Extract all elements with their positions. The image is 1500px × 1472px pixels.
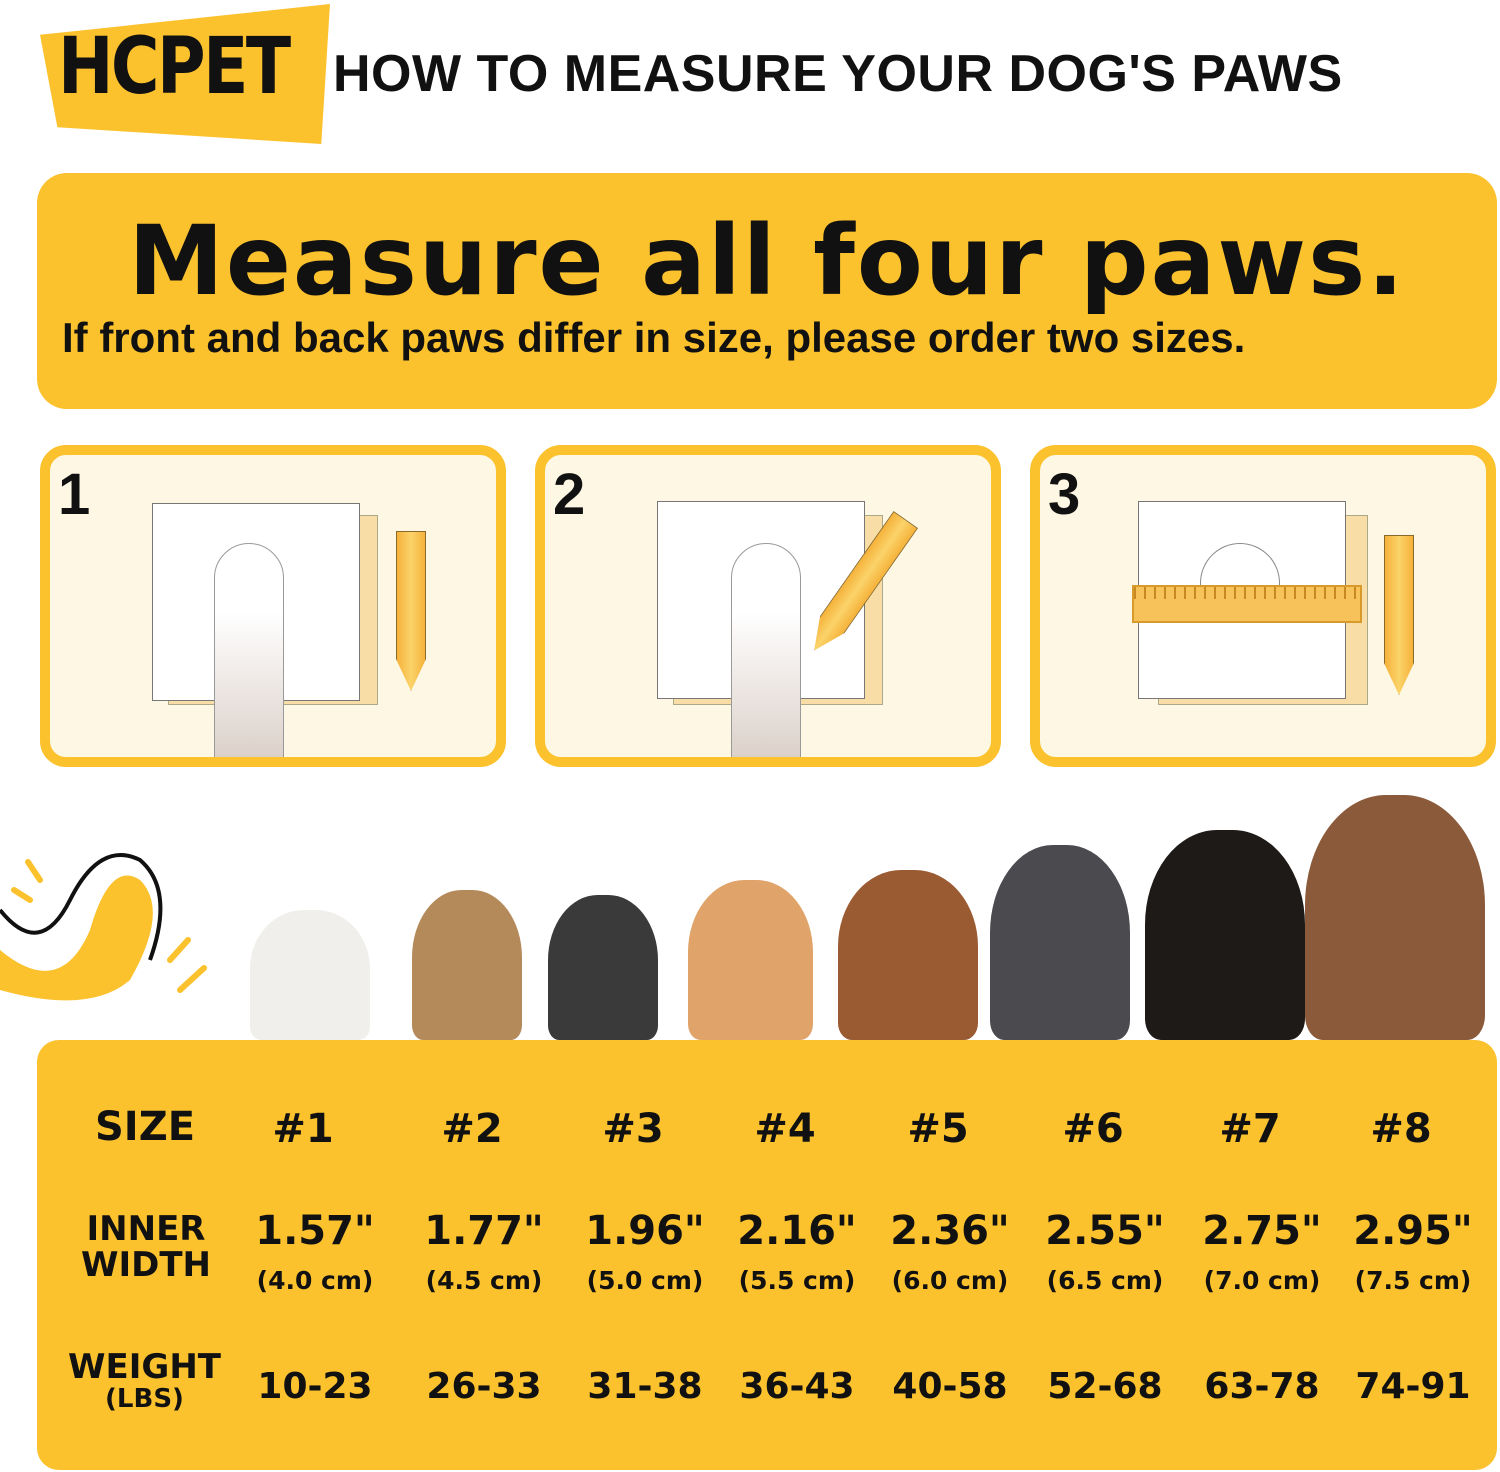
size-4-size: #4 <box>754 1106 816 1152</box>
dog-image-rottweiler <box>1145 830 1305 1040</box>
size-3-weight: 31-38 <box>587 1366 703 1407</box>
size-7-size: #7 <box>1219 1106 1281 1152</box>
weight-label-line1: WEIGHT <box>68 1347 221 1387</box>
dog-paw-icon <box>731 543 801 757</box>
size-5-size: #5 <box>907 1106 969 1152</box>
page-title: HOW TO MEASURE YOUR DOG'S PAWS <box>333 45 1343 103</box>
size-2-size: #2 <box>441 1106 503 1152</box>
pencil-icon <box>1384 535 1414 695</box>
step-number: 2 <box>553 462 586 527</box>
weight-row-label: WEIGHT (LBS) <box>52 1347 237 1414</box>
weight-label-line2: (LBS) <box>105 1383 184 1414</box>
step-card-1: 1 <box>40 445 506 767</box>
size-1-cm: (4.0 cm) <box>256 1266 374 1295</box>
dog-image-bichon <box>250 910 370 1040</box>
step-card-2: 2 <box>535 445 1001 767</box>
size-8-size: #8 <box>1370 1106 1432 1152</box>
size-1-size: #1 <box>272 1106 334 1152</box>
dog-image-yorkie <box>412 890 522 1040</box>
size-1-weight: 10-23 <box>257 1366 373 1407</box>
instruction-banner <box>37 173 1497 409</box>
size-8-weight: 74-91 <box>1355 1366 1471 1407</box>
size-4-inches: 2.16" <box>737 1208 857 1254</box>
decorative-swoosh-icon <box>0 853 207 1001</box>
size-1-inches: 1.57" <box>255 1208 375 1254</box>
size-6-weight: 52-68 <box>1047 1366 1163 1407</box>
size-chart <box>37 1040 1497 1470</box>
size-2-cm: (4.5 cm) <box>425 1266 543 1295</box>
pencil-icon <box>396 531 426 691</box>
size-7-weight: 63-78 <box>1204 1366 1320 1407</box>
dog-image-shiba <box>688 880 813 1040</box>
size-3-inches: 1.96" <box>585 1208 705 1254</box>
dog-image-husky <box>990 845 1130 1040</box>
size-6-inches: 2.55" <box>1045 1208 1165 1254</box>
banner-headline: Measure all four paws. <box>128 205 1406 317</box>
width-label-line1: INNER <box>86 1209 206 1249</box>
size-2-inches: 1.77" <box>424 1208 544 1254</box>
width-label-line2: WIDTH <box>80 1244 212 1285</box>
size-3-size: #3 <box>602 1106 664 1152</box>
size-row-label: SIZE <box>95 1104 196 1150</box>
size-6-size: #6 <box>1062 1106 1124 1152</box>
step-number: 1 <box>58 462 91 527</box>
width-row-label: INNER WIDTH <box>70 1209 222 1285</box>
size-5-cm: (6.0 cm) <box>891 1266 1009 1295</box>
dog-paw-icon <box>214 543 284 757</box>
size-5-inches: 2.36" <box>890 1208 1010 1254</box>
size-4-cm: (5.5 cm) <box>738 1266 856 1295</box>
size-7-inches: 2.75" <box>1202 1208 1322 1254</box>
size-5-weight: 40-58 <box>892 1366 1008 1407</box>
dog-image-schnauzer <box>548 895 658 1040</box>
step-card-3: 3 <box>1030 445 1496 767</box>
banner-subtitle: If front and back paws differ in size, p… <box>62 314 1246 361</box>
size-2-weight: 26-33 <box>426 1366 542 1407</box>
size-7-cm: (7.0 cm) <box>1203 1266 1321 1295</box>
size-4-weight: 36-43 <box>739 1366 855 1407</box>
dog-image-saint-bernard <box>1305 795 1485 1040</box>
size-8-inches: 2.95" <box>1353 1208 1473 1254</box>
step-number: 3 <box>1048 462 1081 527</box>
ruler-icon <box>1132 585 1362 623</box>
size-8-cm: (7.5 cm) <box>1354 1266 1472 1295</box>
size-3-cm: (5.0 cm) <box>586 1266 704 1295</box>
dog-image-shepherd <box>838 870 978 1040</box>
brand-logo: HCPET <box>58 22 291 112</box>
size-6-cm: (6.5 cm) <box>1046 1266 1164 1295</box>
